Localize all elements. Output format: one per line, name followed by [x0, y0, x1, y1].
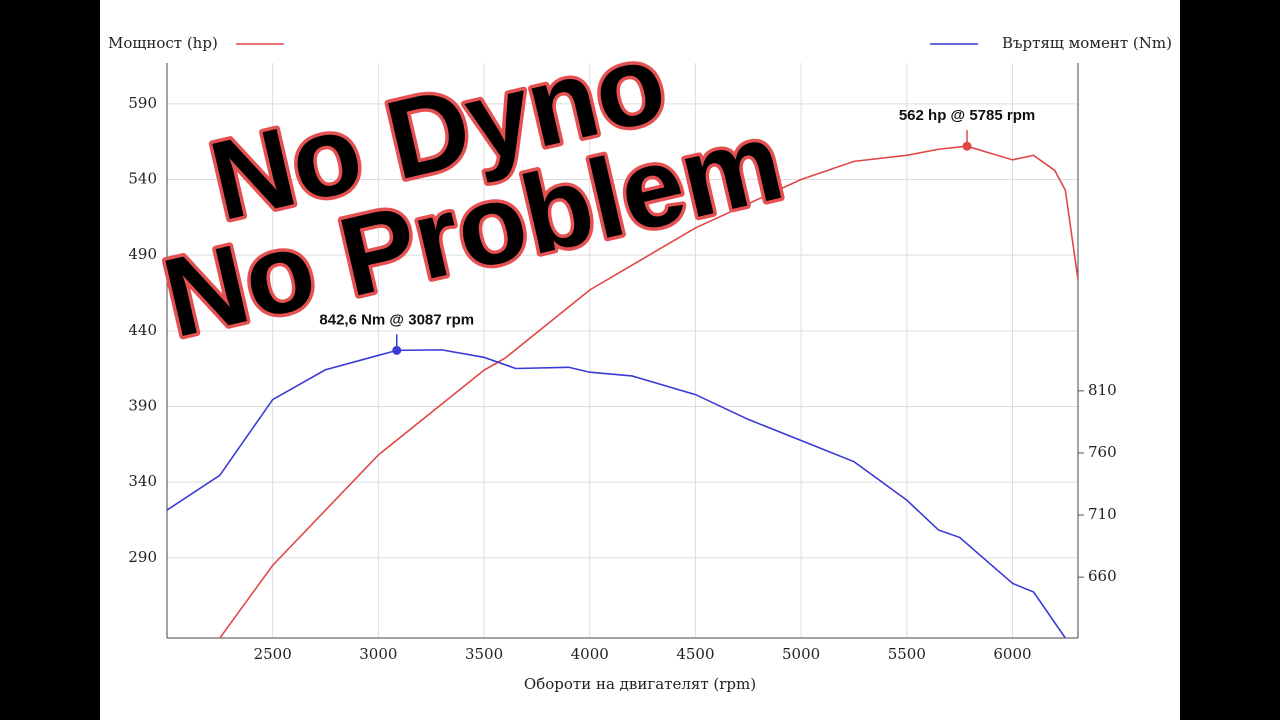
y-tick-label: 290	[128, 548, 157, 566]
legend-label: Мощност (hp)	[108, 34, 218, 52]
y2-tick-label: 810	[1088, 381, 1117, 399]
x-axis-label: Обороти на двигателят (rpm)	[524, 675, 756, 693]
x-tick-label: 5000	[782, 645, 820, 663]
x-tick-label: 2500	[254, 645, 292, 663]
peak-marker	[962, 141, 972, 151]
peak-marker	[392, 345, 402, 355]
y2-tick-label: 660	[1088, 567, 1117, 585]
x-tick-label: 3500	[465, 645, 503, 663]
x-tick-label: 6000	[993, 645, 1031, 663]
peak-label: 562 hp @ 5785 rpm	[899, 107, 1035, 124]
y2-tick-label: 710	[1088, 505, 1117, 523]
x-tick-label: 3000	[359, 645, 397, 663]
y-tick-label: 440	[128, 321, 157, 339]
x-tick-label: 5500	[888, 645, 926, 663]
y-tick-label: 540	[128, 170, 157, 188]
chart-area	[100, 0, 1180, 720]
y-tick-label: 390	[128, 396, 157, 414]
series-line	[167, 349, 1066, 638]
y-tick-label: 340	[128, 472, 157, 490]
legend-label: Въртящ момент (Nm)	[1002, 34, 1172, 52]
y-tick-label: 590	[128, 94, 157, 112]
x-tick-label: 4500	[676, 645, 714, 663]
peak-label: 842,6 Nm @ 3087 rpm	[319, 311, 474, 328]
series-line	[219, 145, 1078, 638]
x-tick-label: 4000	[571, 645, 609, 663]
y-tick-label: 490	[128, 245, 157, 263]
y2-tick-label: 760	[1088, 443, 1117, 461]
